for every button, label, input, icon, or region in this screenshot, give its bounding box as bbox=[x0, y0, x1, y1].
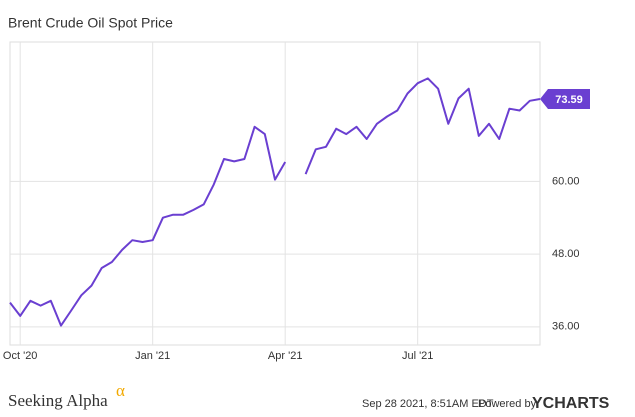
provider: YCHARTS bbox=[532, 395, 610, 412]
timestamp: Sep 28 2021, 8:51AM EDT. bbox=[362, 398, 495, 410]
x-tick-label: Oct '20 bbox=[3, 350, 38, 362]
price-line bbox=[9, 77, 541, 327]
plot-frame bbox=[9, 41, 541, 346]
powered-by: Powered by bbox=[478, 398, 537, 410]
brand: Seeking Alpha bbox=[8, 391, 108, 410]
x-tick-label: Apr '21 bbox=[268, 350, 303, 362]
brand-mark: α bbox=[116, 381, 125, 400]
value-label-box bbox=[540, 89, 590, 110]
y-tick-label: 36.00 bbox=[552, 321, 580, 333]
y-tick-label: 60.00 bbox=[552, 175, 580, 187]
y-tick-label: 48.00 bbox=[552, 248, 580, 260]
value-label: 73.59 bbox=[555, 94, 583, 106]
x-tick-label: Jul '21 bbox=[402, 350, 433, 362]
chart-title: Brent Crude Oil Spot Price bbox=[8, 15, 173, 31]
x-tick-label: Jan '21 bbox=[135, 350, 170, 362]
